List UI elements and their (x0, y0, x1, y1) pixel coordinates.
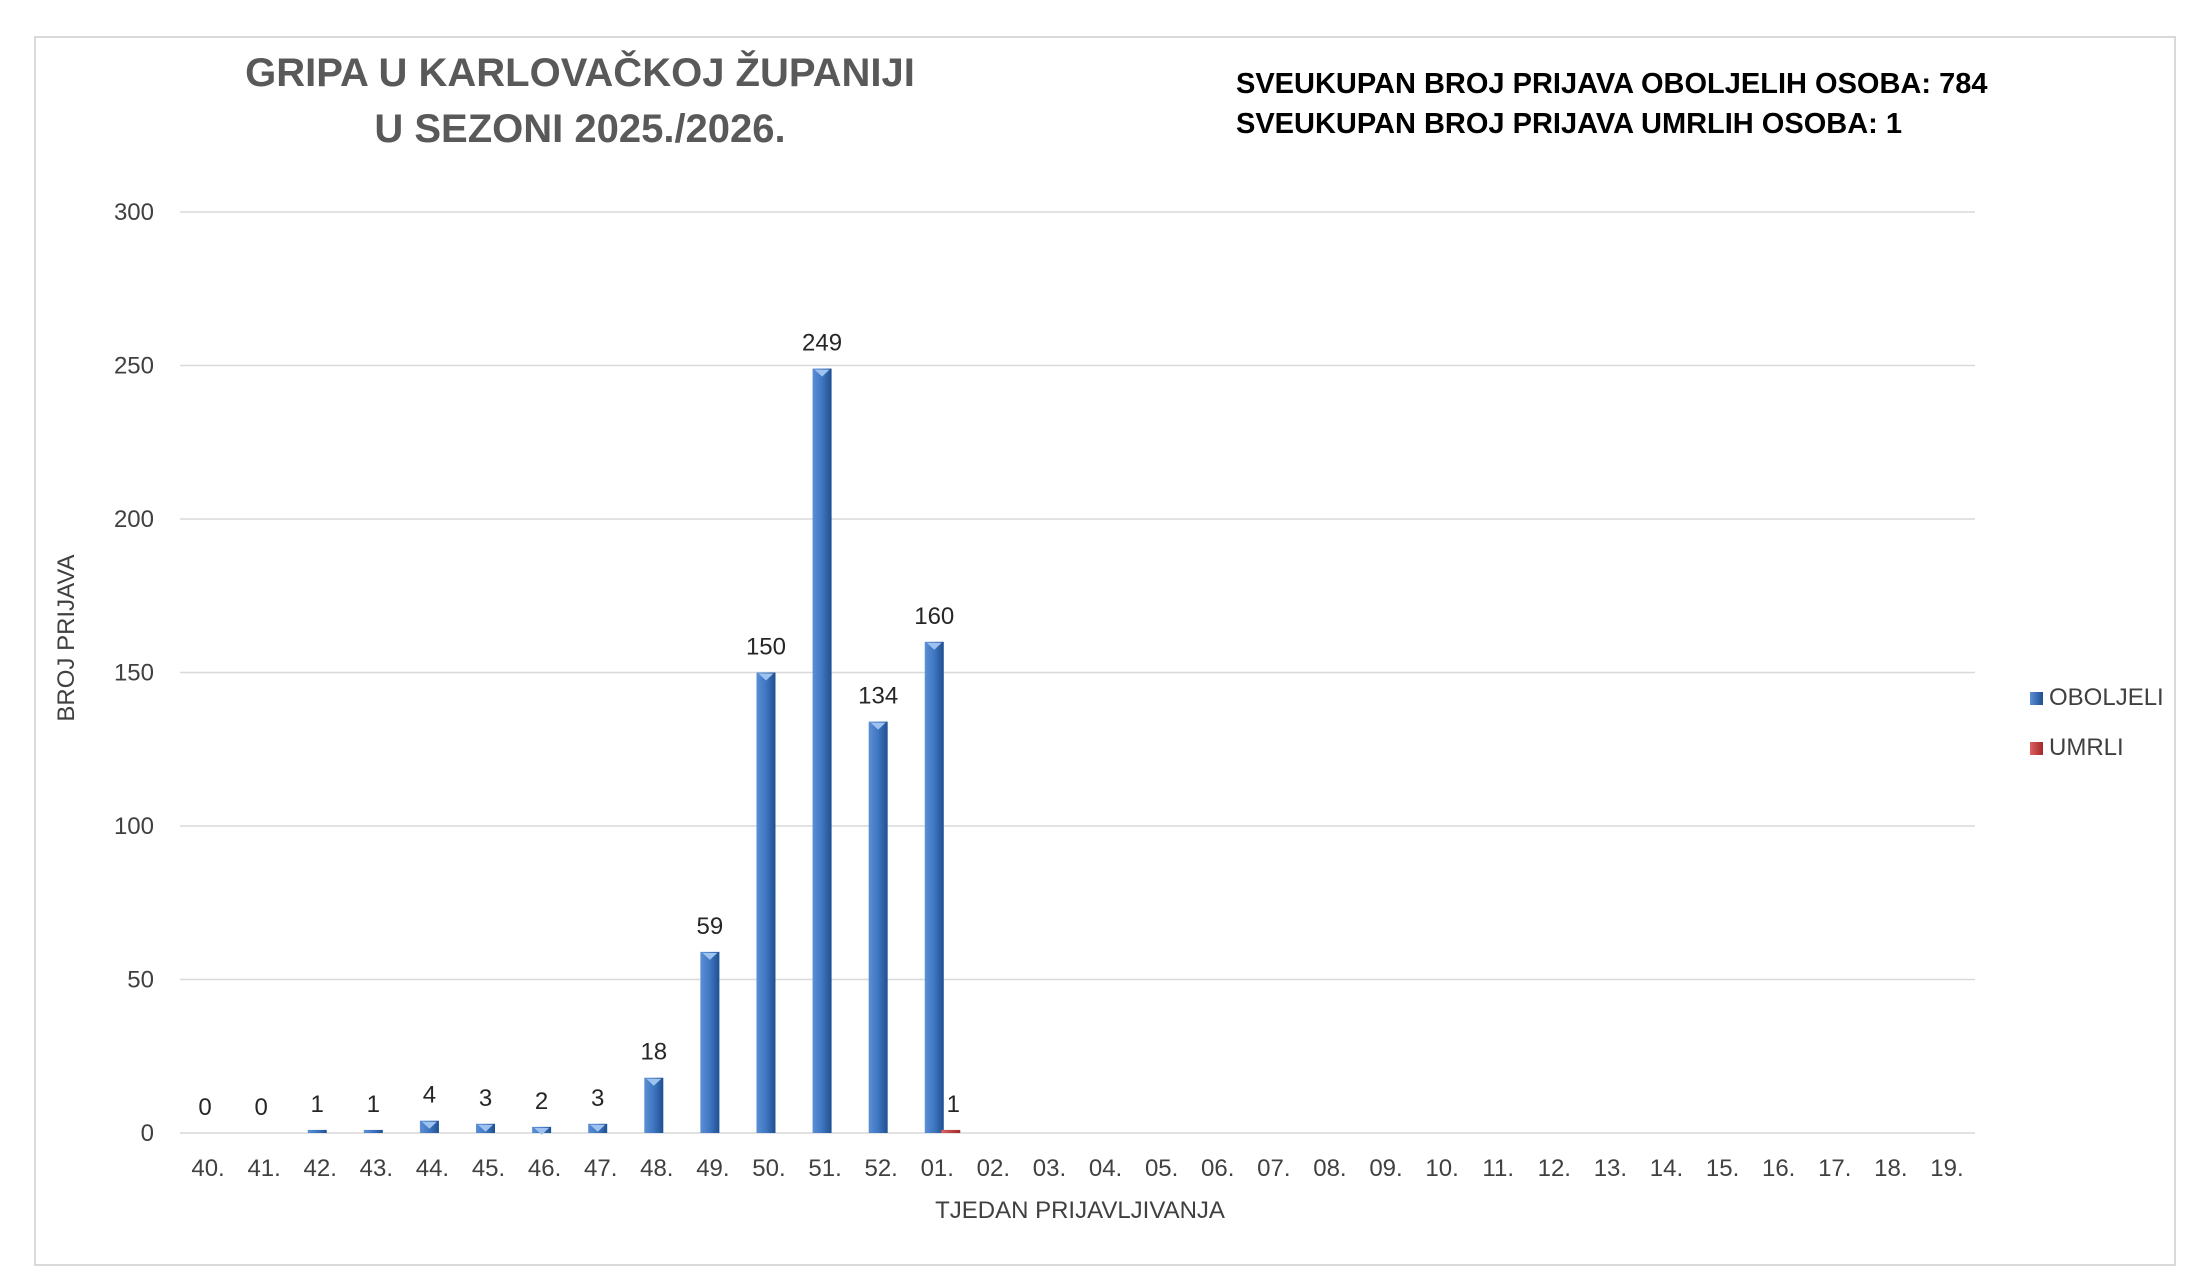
data-label-oboljeli: 1 (311, 1091, 324, 1118)
y-tick-label: 150 (114, 660, 154, 687)
x-tick-label: 10. (1425, 1155, 1458, 1182)
data-label-oboljeli: 160 (914, 603, 954, 630)
data-label-oboljeli: 150 (746, 634, 786, 661)
x-tick-label: 41. (247, 1155, 280, 1182)
x-tick-label: 42. (304, 1155, 337, 1182)
data-label-oboljeli: 134 (858, 683, 898, 710)
bar-oboljeli-50 (756, 672, 776, 1133)
x-tick-label: 52. (864, 1155, 897, 1182)
data-label-oboljeli: 3 (479, 1085, 492, 1112)
legend-label-umrli: UMRLI (2049, 734, 2124, 761)
x-tick-label: 44. (416, 1155, 449, 1182)
y-tick-label: 50 (127, 967, 154, 994)
y-tick-label: 0 (141, 1120, 154, 1147)
x-tick-label: 50. (752, 1155, 785, 1182)
bar-oboljeli-52 (868, 721, 888, 1133)
x-axis-ticks: 40. 41. 42. 43. 44. 45. 46. 47. 48. 49. 50. 51. 52. 0… (191, 1155, 1963, 1182)
y-tick-label: 100 (114, 813, 154, 840)
x-tick-label: 16. (1762, 1155, 1795, 1182)
bar-oboljeli-01 (924, 641, 944, 1133)
chart-title-line1: GRIPA U KARLOVAČKOJ ŽUPANIJI (245, 51, 915, 95)
legend-swatch-oboljeli (2030, 691, 2043, 705)
x-tick-label: 02. (977, 1155, 1010, 1182)
bars (307, 368, 961, 1135)
chart-title-line2: U SEZONI 2025./2026. (374, 107, 786, 151)
x-tick-label: 14. (1650, 1155, 1683, 1182)
x-tick-label: 04. (1089, 1155, 1122, 1182)
x-tick-label: 06. (1201, 1155, 1234, 1182)
x-tick-label: 51. (808, 1155, 841, 1182)
x-tick-label: 03. (1033, 1155, 1066, 1182)
x-tick-label: 12. (1538, 1155, 1571, 1182)
data-label-oboljeli: 0 (254, 1094, 267, 1121)
x-tick-label: 18. (1874, 1155, 1907, 1182)
bar-oboljeli-48 (644, 1077, 664, 1133)
x-tick-label: 17. (1818, 1155, 1851, 1182)
data-label-oboljeli: 4 (423, 1082, 436, 1109)
total-deaths-info: SVEUKUPAN BROJ PRIJAVA UMRLIH OSOBA: 1 (1236, 108, 1902, 140)
legend-item-umrli: UMRLI (2030, 734, 2124, 762)
y-tick-label: 300 (114, 199, 154, 226)
x-axis-title: TJEDAN PRIJAVLJIVANJA (935, 1197, 1225, 1224)
data-label-oboljeli: 0 (198, 1094, 211, 1121)
x-tick-label: 01. (921, 1155, 954, 1182)
y-axis-title: BROJ PRIJAVA (53, 554, 80, 721)
legend-label-oboljeli: OBOLJELI (2049, 684, 2164, 711)
x-tick-label: 09. (1369, 1155, 1402, 1182)
y-tick-label: 250 (114, 353, 154, 380)
x-tick-label: 43. (360, 1155, 393, 1182)
bar-umrli-01 (941, 1129, 961, 1133)
x-tick-label: 13. (1594, 1155, 1627, 1182)
bar-oboljeli-43 (363, 1129, 383, 1133)
gridlines (180, 211, 1975, 1134)
x-tick-label: 40. (191, 1155, 224, 1182)
y-tick-label: 200 (114, 506, 154, 533)
legend-item-oboljeli: OBOLJELI (2030, 684, 2164, 712)
x-tick-label: 07. (1257, 1155, 1290, 1182)
bar-cap (421, 1121, 437, 1129)
x-tick-label: 15. (1706, 1155, 1739, 1182)
bar-cap (646, 1078, 662, 1086)
x-tick-label: 19. (1930, 1155, 1963, 1182)
x-tick-label: 05. (1145, 1155, 1178, 1182)
bar-cap (926, 642, 942, 650)
x-tick-label: 08. (1313, 1155, 1346, 1182)
bar-oboljeli-42 (307, 1129, 327, 1133)
bar-cap (758, 673, 774, 681)
total-cases-info: SVEUKUPAN BROJ PRIJAVA OBOLJELIH OSOBA: … (1236, 68, 1988, 100)
bar-cap (534, 1127, 550, 1135)
x-tick-label: 49. (696, 1155, 729, 1182)
data-label-oboljeli: 1 (367, 1091, 380, 1118)
x-tick-label: 46. (528, 1155, 561, 1182)
bar-oboljeli-51 (812, 368, 832, 1133)
x-tick-label: 47. (584, 1155, 617, 1182)
data-label-oboljeli: 3 (591, 1085, 604, 1112)
x-tick-label: 11. (1482, 1155, 1514, 1182)
bar-cap (814, 369, 830, 377)
data-label-oboljeli: 59 (697, 913, 724, 940)
data-labels: 0 0 1 1 4 3 2 3 18 59 150 249 134 160 1 (198, 330, 960, 1121)
bar-cap (702, 952, 718, 960)
legend-swatch-umrli (2030, 741, 2043, 755)
data-label-oboljeli: 2 (535, 1088, 548, 1115)
x-tick-label: 48. (640, 1155, 673, 1182)
y-axis-ticks: 0 50 100 150 200 250 300 (114, 199, 154, 1147)
data-label-oboljeli: 18 (640, 1039, 667, 1066)
x-tick-label: 45. (472, 1155, 505, 1182)
data-label-umrli: 1 (947, 1091, 960, 1118)
bar-oboljeli-49 (700, 951, 720, 1133)
bar-cap (590, 1124, 606, 1132)
chart-frame (34, 36, 2176, 1266)
bar-cap (478, 1124, 494, 1132)
bar-cap (870, 722, 886, 730)
data-label-oboljeli: 249 (802, 330, 842, 357)
